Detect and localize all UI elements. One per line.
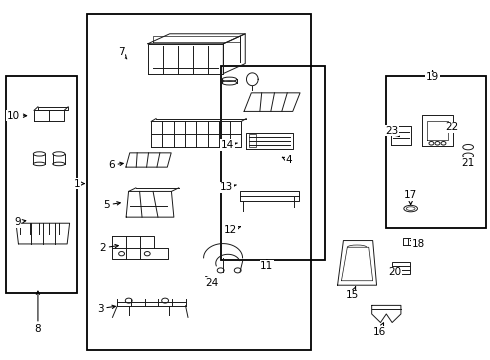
Bar [248, 134, 256, 147]
Text: 15: 15 [345, 287, 359, 300]
Bar [386, 76, 486, 228]
Bar [6, 76, 77, 293]
Text: 4: 4 [282, 156, 292, 165]
Text: 16: 16 [372, 323, 386, 337]
Bar [87, 14, 311, 350]
Text: 19: 19 [426, 71, 439, 82]
Text: 7: 7 [118, 47, 127, 59]
Text: 23: 23 [386, 126, 399, 136]
Text: 14: 14 [221, 140, 237, 150]
Text: 12: 12 [224, 225, 241, 235]
Text: 3: 3 [97, 303, 116, 314]
Text: 9: 9 [14, 217, 26, 227]
Text: 10: 10 [7, 111, 26, 121]
Text: 24: 24 [205, 276, 219, 288]
Text: 5: 5 [103, 200, 120, 210]
Text: 1: 1 [74, 179, 84, 189]
Text: 20: 20 [388, 267, 401, 277]
Text: 21: 21 [462, 158, 475, 168]
Bar [392, 262, 410, 274]
Text: 6: 6 [108, 160, 123, 170]
Text: 2: 2 [99, 243, 118, 253]
Text: 22: 22 [445, 122, 458, 132]
Text: 8: 8 [35, 291, 41, 334]
Bar [220, 66, 325, 260]
Text: 17: 17 [404, 190, 417, 204]
Text: 18: 18 [411, 239, 425, 249]
Text: 13: 13 [220, 182, 236, 192]
Text: 11: 11 [260, 260, 273, 271]
